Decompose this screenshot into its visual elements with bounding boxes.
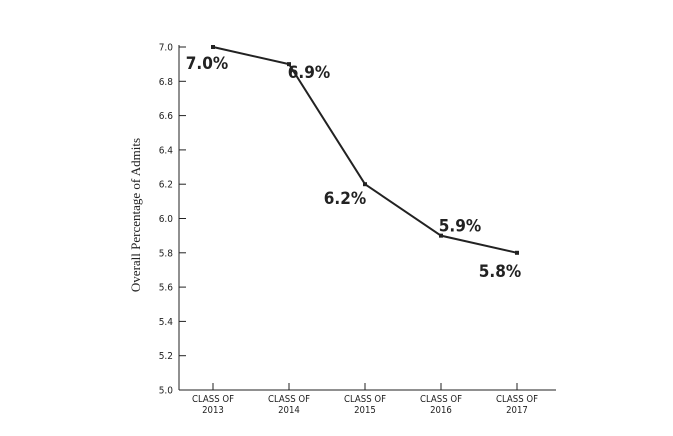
data-labels-group: 7.0% 6.9% 6.2% 5.9% 5.8% [186,54,521,282]
data-point [515,250,519,255]
y-axis-label: Overall Percentage of Admits [128,138,143,292]
series-group [211,45,519,255]
y-tick-label: 6.0 [159,214,174,225]
y-tick-label: 5.2 [159,351,173,362]
y-tick-label: 5.6 [159,283,174,294]
data-label: 6.9% [288,63,330,83]
x-tick-label: CLASS OF 2017 [496,394,538,416]
y-tick-label: 5.0 [159,386,174,397]
data-point [287,62,291,67]
x-tick-label: CLASS OF 2016 [420,394,462,416]
x-axis: CLASS OF 2013 CLASS OF 2014 CLASS OF 2015 CLAS… [179,383,556,416]
data-point [363,182,367,187]
y-tick-label: 6.2 [159,180,173,191]
y-tick-label: 6.4 [159,145,174,156]
y-tick-label: 5.4 [159,317,174,328]
data-label: 7.0% [186,54,228,74]
x-tick-label: CLASS OF 2015 [344,394,386,416]
x-tick-label: CLASS OF 2014 [268,394,310,416]
y-tick-label: 6.6 [159,111,174,122]
data-label: 6.2% [324,189,366,209]
y-axis: 5.0 5.2 5.4 5.6 5.8 6.0 6.2 6.4 6.6 6.8 7.0 [159,43,186,397]
data-label: 5.9% [439,217,481,237]
y-tick-label: 5.8 [159,248,174,259]
y-tick-label: 7.0 [159,43,174,54]
y-tick-label: 6.8 [159,77,174,88]
data-point [211,45,215,49]
x-tick-label: CLASS OF 2013 [192,394,234,416]
data-point [439,233,443,238]
data-label: 5.8% [479,262,521,282]
